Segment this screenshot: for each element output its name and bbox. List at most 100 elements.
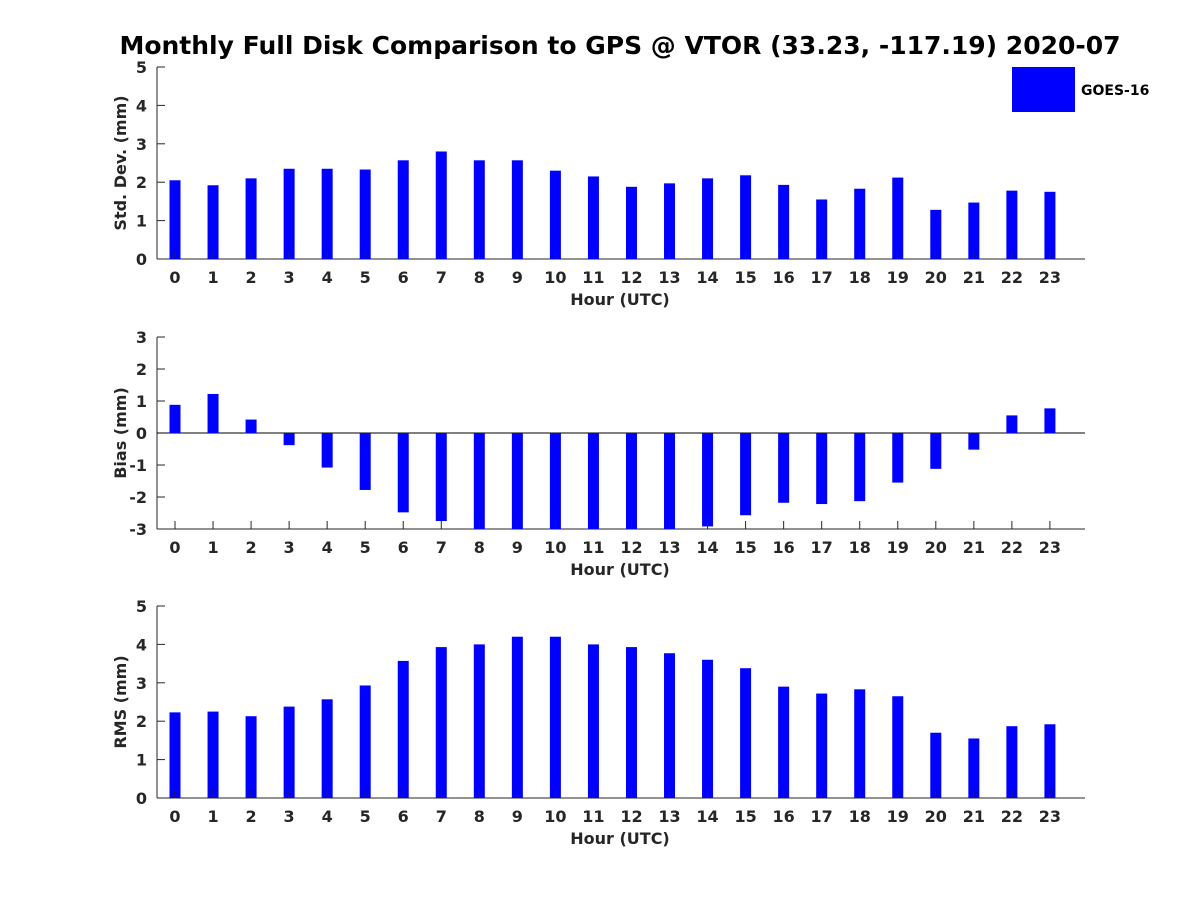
x-tick-label: 4 [322,807,333,826]
legend-label-goes16: GOES-16 [1081,83,1149,99]
bar-std-dev-9 [511,160,523,259]
bar-rms-17 [816,693,828,798]
x-tick-label: 21 [963,538,985,557]
x-tick-label: 8 [474,807,485,826]
bar-std-dev-13 [664,183,676,259]
bar-bias-11 [587,433,599,529]
x-tick-label: 9 [512,538,523,557]
x-tick-label: 14 [696,538,718,557]
y-tick-label: 3 [136,674,147,693]
x-tick-label: 16 [773,538,795,557]
x-tick-label: 18 [849,268,871,287]
x-tick-label: 8 [474,268,485,287]
bar-std-dev-22 [1006,190,1018,259]
y-tick-label: 1 [136,212,147,231]
x-tick-label: 11 [582,807,604,826]
x-tick-label: 2 [246,268,257,287]
y-tick-label: 0 [136,424,147,443]
bar-std-dev-16 [778,184,790,259]
bar-rms-4 [321,699,333,798]
bar-bias-12 [625,433,637,529]
x-tick-label: 22 [1001,538,1023,557]
x-tick-label: 9 [512,807,523,826]
x-tick-label: 5 [360,807,371,826]
x-tick-label: 6 [398,807,409,826]
x-tick-label: 20 [925,538,947,557]
bar-rms-2 [245,716,257,798]
y-tick-label: 5 [136,597,147,616]
x-tick-label: 23 [1039,807,1061,826]
legend: GOES-16 [1012,67,1149,112]
y-tick-label: -3 [129,520,147,539]
x-tick-label: 1 [207,807,218,826]
x-tick-label: 0 [169,268,180,287]
bar-bias-14 [702,433,714,527]
bar-std-dev-7 [435,151,447,259]
bar-rms-7 [435,647,447,798]
bar-rms-0 [169,712,181,798]
bar-rms-8 [473,644,485,798]
bar-rms-9 [511,636,523,798]
y-tick-label: 5 [136,58,147,77]
bar-bias-19 [892,433,904,483]
bar-bias-15 [740,433,752,516]
bar-bias-6 [397,433,409,513]
x-tick-label: 10 [544,807,566,826]
bar-rms-5 [359,685,371,798]
x-tick-label: 1 [207,268,218,287]
x-tick-label: 10 [544,538,566,557]
x-tick-label: 12 [620,807,642,826]
bar-bias-1 [207,393,219,433]
x-tick-label: 10 [544,268,566,287]
bar-bias-9 [511,433,523,529]
bar-bias-20 [930,433,942,469]
x-tick-label: 17 [811,538,833,557]
x-tick-label: 14 [696,807,718,826]
x-tick-label: 16 [773,807,795,826]
x-tick-label: 6 [398,538,409,557]
x-tick-label: 22 [1001,268,1023,287]
x-tick-label: 13 [658,807,680,826]
bar-bias-0 [169,404,181,433]
bar-rms-23 [1044,724,1056,798]
y-tick-label: -1 [129,456,147,475]
y-tick-label: 2 [136,360,147,379]
bar-rms-14 [702,659,714,798]
bar-rms-18 [854,689,866,798]
y-axis-label-rms: RMS (mm) [111,655,130,748]
x-tick-label: 19 [887,807,909,826]
x-tick-label: 0 [169,538,180,557]
y-tick-label: 4 [136,635,147,654]
y-tick-label: 4 [136,96,147,115]
bar-bias-21 [968,433,980,450]
bar-bias-3 [283,433,295,446]
legend-swatch-goes16 [1012,67,1075,112]
bar-rms-21 [968,738,980,798]
bar-rms-22 [1006,726,1018,798]
bar-rms-6 [397,660,409,798]
y-tick-label: 3 [136,135,147,154]
bar-bias-16 [778,433,790,503]
bar-std-dev-12 [625,186,637,259]
x-tick-label: 11 [582,538,604,557]
x-tick-label: 8 [474,538,485,557]
bar-bias-23 [1044,408,1056,433]
bar-std-dev-19 [892,177,904,259]
bar-bias-10 [549,433,561,529]
x-tick-label: 0 [169,807,180,826]
bar-std-dev-3 [283,168,295,259]
y-tick-label: 2 [136,173,147,192]
y-tick-label: 1 [136,751,147,770]
y-tick-label: -2 [129,488,147,507]
bar-bias-18 [854,433,866,502]
y-axis-label-bias: Bias (mm) [111,387,130,479]
x-tick-label: 13 [658,538,680,557]
bar-rms-15 [740,668,752,798]
y-tick-label: 0 [136,250,147,269]
x-tick-label: 21 [963,268,985,287]
bar-bias-17 [816,433,828,505]
